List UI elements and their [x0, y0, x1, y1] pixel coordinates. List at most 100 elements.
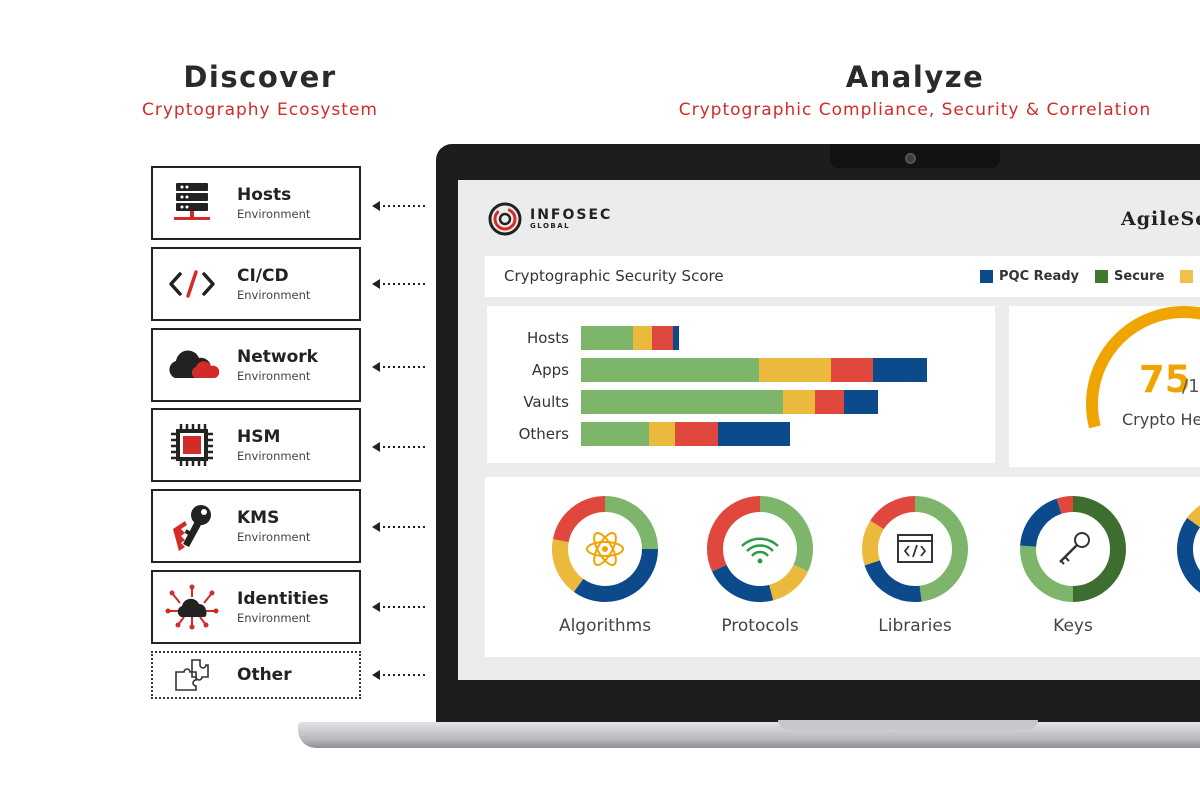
- env-cicd[interactable]: CI/CD Environment: [151, 247, 361, 321]
- bar-segment: [581, 358, 759, 382]
- gauge-label: Crypto He: [1122, 410, 1200, 429]
- legend-swatch: [1180, 270, 1194, 283]
- env-hosts[interactable]: Hosts Environment: [151, 166, 361, 240]
- logo-mark-icon: [488, 202, 522, 236]
- gauge-fill: [1086, 306, 1200, 429]
- cloud-icon: [163, 348, 221, 382]
- env-name: KMS: [237, 508, 280, 528]
- donut-chart: [552, 496, 658, 602]
- donut-chart: [862, 496, 968, 602]
- bar-row: Vaults: [487, 390, 995, 414]
- bar-track: [581, 422, 790, 446]
- bar-label: Apps: [531, 361, 569, 379]
- donut-protocols[interactable]: Protocols: [705, 494, 815, 644]
- donut-slice: [862, 520, 884, 566]
- discover-heading: Discover Cryptography Ecosystem: [110, 60, 410, 120]
- donut-slice: [573, 548, 658, 602]
- key-icon: [163, 501, 221, 551]
- env-sub: Environment: [237, 611, 311, 625]
- camera-icon: [905, 153, 916, 164]
- env-name: Hosts: [237, 185, 292, 205]
- donut-slice: [914, 496, 968, 602]
- donut-label: Protocols: [721, 616, 799, 636]
- donut-label: Algorithms: [558, 616, 652, 636]
- arrow-kms: [372, 522, 428, 532]
- donut-slice: [552, 496, 606, 543]
- donut-ce[interactable]: Ce: [1175, 494, 1200, 644]
- donut-slice: [759, 496, 813, 572]
- donut-slice: [1020, 498, 1062, 548]
- env-name: Network: [237, 347, 318, 367]
- donut-keys[interactable]: Keys: [1018, 494, 1128, 644]
- network-cloud-icon: [163, 583, 221, 631]
- server-icon: [163, 181, 221, 225]
- bar-label: Others: [518, 425, 569, 443]
- donut-chart: [1020, 496, 1126, 602]
- chip-icon: [163, 422, 221, 468]
- donut-algorithms[interactable]: Algorithms: [550, 494, 660, 644]
- donut-hole: [724, 513, 796, 585]
- env-other[interactable]: Other: [151, 651, 361, 699]
- donut-chart: [707, 496, 813, 602]
- bar-segment: [581, 326, 633, 350]
- legend-item: Secure: [1095, 269, 1164, 284]
- env-network[interactable]: Network Environment: [151, 328, 361, 402]
- atom-icon: [586, 532, 624, 566]
- bar-row: Others: [487, 422, 995, 446]
- env-sub: Environment: [237, 207, 311, 221]
- donut-label: Libraries: [878, 616, 952, 636]
- bar-segment: [581, 390, 783, 414]
- bar-label: Vaults: [523, 393, 569, 411]
- bar-segment: [652, 326, 673, 350]
- code-window-icon: [897, 534, 933, 563]
- donut-label: Ce: [1175, 616, 1200, 636]
- bar-segment: [873, 358, 927, 382]
- infosec-logo: INFOSEC GLOBAL: [488, 202, 612, 236]
- env-name: CI/CD: [237, 266, 289, 286]
- gauge-max: /1: [1182, 376, 1200, 397]
- donut-slice: [1056, 496, 1074, 514]
- env-name: Identities: [237, 589, 329, 609]
- discover-subtitle: Cryptography Ecosystem: [142, 100, 378, 120]
- bar-segment: [783, 390, 815, 414]
- donut-slice: [870, 496, 916, 530]
- donut-slice: [864, 560, 922, 602]
- env-sub: Environment: [237, 369, 311, 383]
- bar-segment: [633, 326, 652, 350]
- env-identities[interactable]: Identities Environment: [151, 570, 361, 644]
- env-sub: Environment: [237, 288, 311, 302]
- arrow-cicd: [372, 279, 428, 289]
- legend-swatch: [1095, 270, 1109, 283]
- wifi-icon: [741, 537, 779, 564]
- bar-track: [581, 390, 878, 414]
- laptop-base: [298, 722, 1200, 748]
- legend-item: W: [1180, 269, 1200, 284]
- puzzle-icon: [163, 658, 221, 692]
- bar-label: Hosts: [527, 329, 569, 347]
- bar-segment: [831, 358, 873, 382]
- laptop-hinge: [778, 720, 1038, 730]
- env-name: Other: [237, 665, 292, 685]
- donut-slice: [707, 496, 761, 572]
- bar-segment: [718, 422, 790, 446]
- bar-segment: [649, 422, 675, 446]
- donut-slice: [1177, 517, 1200, 593]
- bar-row: Hosts: [487, 326, 995, 350]
- bar-segment: [581, 422, 649, 446]
- arrow-hosts: [372, 201, 428, 211]
- legend-label: Secure: [1114, 269, 1165, 284]
- arrow-hsm: [372, 442, 428, 452]
- logo-sub: GLOBAL: [530, 222, 571, 230]
- legend: PQC Ready Secure W: [980, 269, 1200, 284]
- legend-swatch: [980, 270, 993, 283]
- analyze-subtitle: Cryptographic Compliance, Security & Cor…: [678, 100, 1152, 120]
- env-name: HSM: [237, 427, 281, 447]
- bar-segment: [675, 422, 718, 446]
- legend-label: PQC Ready: [999, 269, 1080, 284]
- env-kms[interactable]: KMS Environment: [151, 489, 361, 563]
- donut-libraries[interactable]: Libraries: [860, 494, 970, 644]
- env-sub: Environment: [237, 530, 311, 544]
- stacked-bar-chart: Hosts Apps Vaults Others: [487, 306, 995, 463]
- analyze-title: Analyze: [845, 60, 985, 94]
- env-hsm[interactable]: HSM Environment: [151, 408, 361, 482]
